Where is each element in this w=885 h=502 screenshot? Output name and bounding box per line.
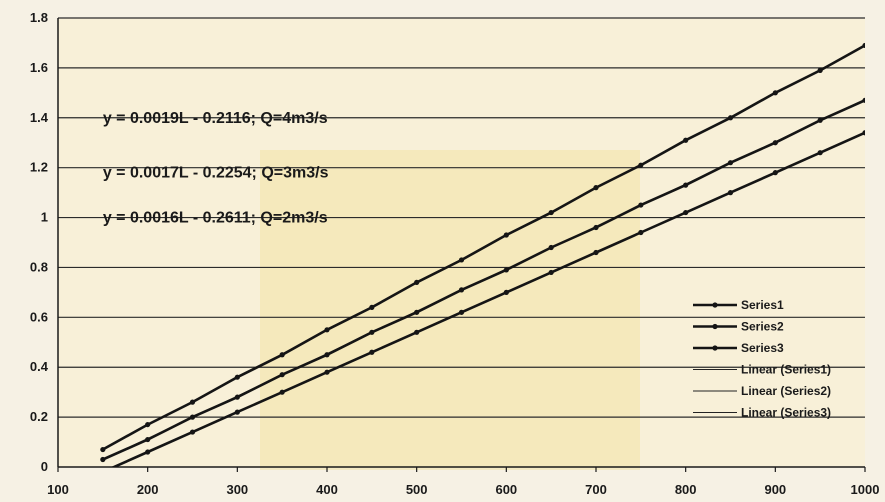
y-tick-label: 0.2 (30, 409, 48, 424)
x-tick-label: 1000 (851, 482, 880, 497)
data-point (369, 329, 375, 335)
y-tick-label: 0 (41, 459, 48, 474)
y-tick-label: 0.6 (30, 309, 48, 324)
y-tick-label: 1 (41, 210, 48, 225)
data-point (279, 389, 285, 395)
data-point (683, 137, 689, 143)
data-point (100, 456, 106, 463)
data-point (593, 185, 599, 191)
legend-marker (712, 302, 718, 308)
data-point (593, 249, 599, 256)
series-line (102, 44, 865, 451)
data-point (189, 414, 196, 420)
data-point (145, 449, 151, 455)
data-point (638, 162, 644, 168)
data-point (862, 42, 865, 49)
data-point (189, 429, 196, 435)
data-point (683, 182, 689, 188)
data-point (503, 289, 509, 295)
data-point (862, 97, 865, 103)
data-point (817, 150, 823, 156)
x-tick-label: 600 (495, 482, 517, 497)
x-tick-label: 500 (406, 482, 428, 497)
data-point (234, 409, 240, 415)
data-point (100, 446, 106, 453)
y-tick-label: 1.2 (30, 160, 48, 175)
equation-annotations: y = 0.0019L - 0.2116; Q=4m3/s y = 0.0017L… (103, 110, 329, 227)
data-point (772, 90, 778, 96)
data-point (727, 160, 734, 166)
legend: Series1 Series2 Series3 Linear (Series1) Lin… (693, 298, 831, 420)
data-point (458, 309, 465, 315)
data-point (414, 329, 420, 335)
data-point (772, 170, 778, 176)
legend-marker (712, 323, 718, 330)
data-point (862, 130, 865, 136)
legend-label: Series3 (741, 341, 784, 355)
data-point (593, 224, 599, 231)
data-point (727, 115, 734, 121)
legend-label: Series2 (741, 320, 784, 334)
legend-label: Linear (Series3) (741, 406, 831, 420)
plot-area (58, 18, 865, 470)
data-point (414, 309, 420, 315)
legend-label: Series1 (741, 298, 784, 312)
y-axis-ticks: 0 0.2 0.4 0.6 0.8 1 1.2 1.4 1.6 1.8 (30, 10, 49, 474)
data-point (772, 140, 778, 146)
equation-label: y = 0.0016L - 0.2611; Q=2m3/s (103, 210, 328, 227)
data-point (279, 372, 285, 378)
data-point (369, 349, 375, 355)
axes (57, 18, 865, 468)
y-tick-label: 1.4 (30, 110, 49, 125)
series-line (102, 99, 865, 461)
data-point (638, 229, 644, 236)
y-tick-label: 0.4 (30, 359, 49, 374)
equation-label: y = 0.0017L - 0.2254; Q=3m3/s (103, 165, 329, 182)
data-point (638, 202, 644, 208)
equation-label: y = 0.0019L - 0.2116; Q=4m3/s (103, 110, 328, 127)
x-tick-label: 900 (764, 482, 786, 497)
legend-marker (712, 345, 718, 351)
data-series (100, 42, 865, 467)
data-point (234, 374, 240, 380)
data-point (324, 369, 330, 375)
data-point (145, 421, 151, 428)
data-point (145, 436, 151, 443)
data-point (189, 399, 196, 405)
data-point (458, 257, 465, 263)
data-point (234, 394, 240, 400)
x-tick-label: 300 (226, 482, 248, 497)
x-tick-label: 700 (585, 482, 607, 497)
data-point (727, 190, 734, 196)
y-tick-label: 0.8 (30, 259, 48, 274)
y-tick-label: 1.6 (30, 60, 48, 75)
data-point (458, 287, 465, 293)
legend-label: Linear (Series2) (741, 384, 831, 398)
legend-label: Linear (Series1) (741, 363, 831, 377)
plot-area-fill (58, 18, 865, 467)
x-tick-label: 200 (137, 482, 159, 497)
series-line (110, 131, 865, 467)
data-point (548, 209, 554, 216)
y-tick-label: 1.8 (30, 10, 48, 25)
plot-highlight (260, 150, 640, 470)
x-tick-label: 400 (316, 482, 338, 497)
data-point (414, 279, 420, 286)
x-tick-label: 800 (675, 482, 697, 497)
data-point (279, 352, 285, 358)
data-point (324, 352, 330, 358)
data-point (548, 269, 554, 276)
x-tick-label: 100 (47, 482, 69, 497)
data-point (503, 267, 509, 273)
data-point (548, 244, 554, 251)
data-point (503, 232, 509, 238)
data-point (683, 209, 689, 216)
data-point (324, 327, 330, 333)
x-axis-ticks: 100 200 300 400 500 600 700 800 900 1000 (47, 467, 879, 497)
data-point (817, 117, 823, 123)
data-point (817, 67, 823, 73)
data-point (369, 304, 375, 310)
